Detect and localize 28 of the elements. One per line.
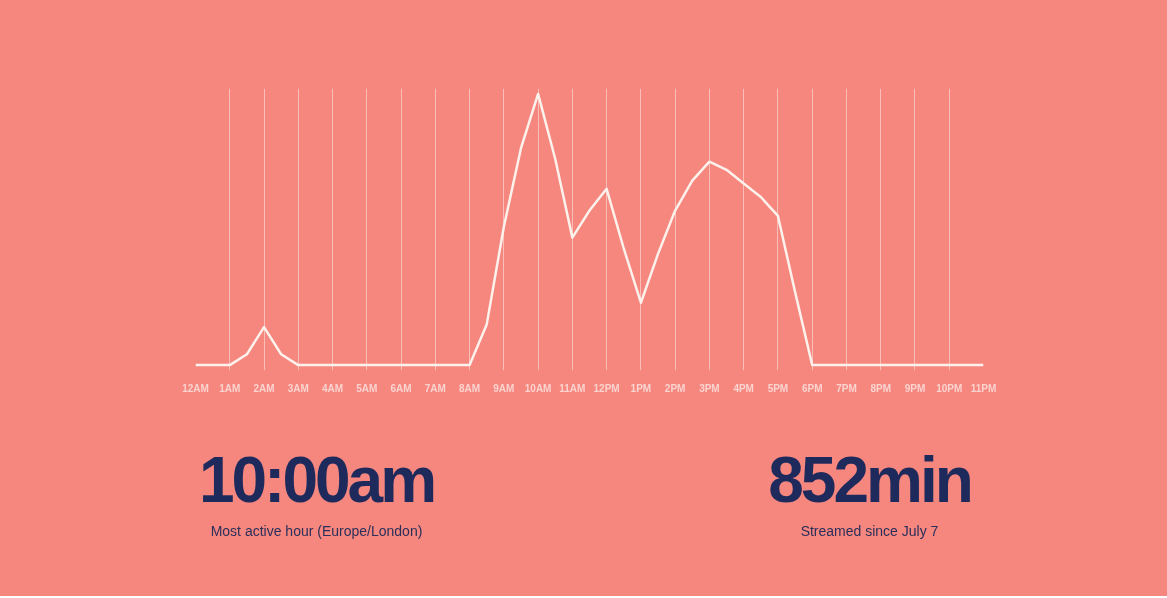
text: Most active hour (Europe/London) <box>209 522 424 541</box>
x-tick-label: 6PM <box>801 382 823 394</box>
x-tick-label: 8AM <box>459 382 481 394</box>
x-tick-label: 6AM <box>390 382 412 394</box>
x-tick-label: 2PM <box>664 382 686 394</box>
text: 852min <box>768 444 971 516</box>
x-tick-label: 1AM <box>219 382 241 394</box>
text: 10:00am <box>198 444 435 516</box>
x-tick-label: 8PM <box>870 382 891 394</box>
x-tick-label: 7PM <box>836 382 857 394</box>
x-tick-label: 1PM <box>630 382 652 394</box>
x-tick-label: 9AM <box>493 382 515 394</box>
x-tick-label: 7AM <box>424 382 446 394</box>
x-tick-label: 11AM <box>559 382 586 394</box>
x-tick-label: 12AM <box>182 382 209 394</box>
x-tick-label: 10AM <box>524 382 552 394</box>
x-tick-label: 5PM <box>767 382 789 394</box>
x-tick-label: 12PM <box>593 382 620 394</box>
x-tick-label: 10PM <box>936 382 963 394</box>
x-tick-label: 9PM <box>904 382 926 394</box>
x-tick-label: 5AM <box>356 382 378 394</box>
x-tick-label: 4PM <box>733 382 754 394</box>
x-tick-label: 3AM <box>287 382 309 394</box>
text: Streamed since July 7 <box>799 522 940 541</box>
x-tick-label: 4AM <box>321 382 344 394</box>
x-tick-label: 3PM <box>699 382 720 394</box>
x-tick-label: 11PM <box>970 382 997 394</box>
x-tick-label: 2AM <box>253 382 275 394</box>
